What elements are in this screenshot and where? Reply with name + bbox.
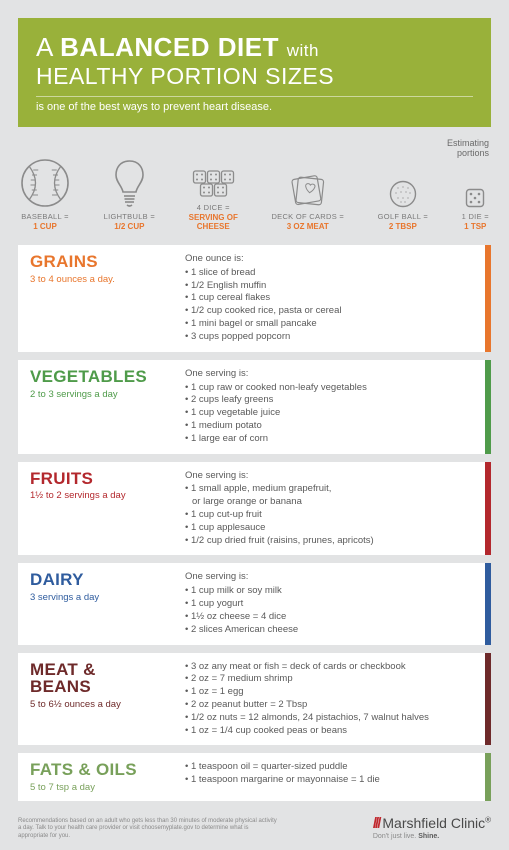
portion-value: 1 CUP	[33, 222, 57, 231]
portion-baseball: BASEBALL = 1 CUP	[20, 156, 70, 231]
footer: Recommendations based on an adult who ge…	[18, 809, 491, 840]
category-accent-bar	[485, 245, 491, 352]
page-root: A BALANCED DIET with HEALTHY PORTION SIZ…	[0, 0, 509, 850]
portion-die: 1 DIE = 1 TSP	[462, 156, 489, 231]
portion-lightbulb: LIGHTBULB = 1/2 CUP	[104, 156, 155, 231]
category-accent-bar	[485, 563, 491, 644]
baseball-icon	[20, 156, 70, 208]
category-sub: 3 to 4 ounces a day.	[30, 274, 177, 285]
category-title: FRUITS	[30, 470, 177, 488]
portion-value: 1 TSP	[464, 222, 486, 231]
title-line2: HEALTHY PORTION SIZES	[36, 63, 473, 97]
category-lead: One serving is:	[185, 368, 367, 381]
list-item: 1 large ear of corn	[185, 433, 367, 446]
estimating-label: Estimating portions	[447, 139, 489, 159]
portion-dice4: 4 DICE = SERVING OF CHEESE	[189, 147, 238, 231]
list-item: 1 teaspoon margarine or mayonnaise = 1 d…	[185, 774, 380, 787]
list-item: 1 teaspoon oil = quarter-sized puddle	[185, 761, 380, 774]
list-item: 1/2 cup cooked rice, pasta or cereal	[185, 305, 341, 318]
category-sub: 5 to 7 tsp a day	[30, 782, 177, 793]
category-sub: 2 to 3 servings a day	[30, 389, 177, 400]
disclaimer: Recommendations based on an adult who ge…	[18, 818, 278, 841]
category-lead: One ounce is:	[185, 253, 341, 266]
list-item: 1 cup milk or soy milk	[185, 585, 298, 598]
list-item: 1 cup applesauce	[185, 522, 374, 535]
list-item: 1 small apple, medium grapefruit,	[185, 483, 374, 496]
portion-label: 4 DICE =	[197, 203, 230, 212]
dice4-icon	[191, 147, 236, 199]
category-accent-bar	[485, 462, 491, 556]
category-fruits: FRUITS 1½ to 2 servings a day One servin…	[18, 462, 491, 556]
portion-guide: Estimating portions BASEBALL = 1 CUP LIG…	[18, 141, 491, 245]
category-dairy: DAIRY 3 servings a day One serving is: 1…	[18, 563, 491, 644]
category-accent-bar	[485, 653, 491, 746]
list-item: 1 cup raw or cooked non-leafy vegetables	[185, 382, 367, 395]
brand-tagline: Don't just live. Shine.	[373, 833, 491, 840]
list-item: 1½ oz cheese = 4 dice	[185, 611, 298, 624]
category-details: 3 oz any meat or fish = deck of cards or…	[185, 661, 429, 738]
category-title: GRAINS	[30, 253, 177, 271]
portion-value: 3 OZ MEAT	[287, 222, 329, 231]
list-item: 1 oz = 1 egg	[185, 686, 429, 699]
category-lead: One serving is:	[185, 571, 298, 584]
category-title: MEAT & BEANS	[30, 661, 177, 697]
category-sub: 1½ to 2 servings a day	[30, 490, 177, 501]
brand-logo-icon: ///	[373, 815, 380, 832]
list-item: 3 cups popped popcorn	[185, 331, 341, 344]
portion-label: LIGHTBULB =	[104, 212, 155, 221]
portion-value: 2 TBSP	[389, 222, 417, 231]
category-meat-beans: MEAT & BEANS 5 to 6½ ounces a day 3 oz a…	[18, 653, 491, 746]
list-item: 1 cup vegetable juice	[185, 407, 367, 420]
list-item: 1 oz = 1/4 cup cooked peas or beans	[185, 725, 429, 738]
category-details: One ounce is: 1 slice of bread1/2 Englis…	[185, 253, 341, 344]
portion-label: 1 DIE =	[462, 212, 489, 221]
portion-value: SERVING OF CHEESE	[189, 213, 238, 231]
list-item: 1/2 English muffin	[185, 280, 341, 293]
portion-value: 1/2 CUP	[114, 222, 144, 231]
category-details: One serving is: 1 cup milk or soy milk1 …	[185, 571, 298, 636]
list-item: 1/2 oz nuts = 12 almonds, 24 pistachios,…	[185, 712, 429, 725]
category-details: One serving is: 1 small apple, medium gr…	[185, 470, 374, 548]
list-item: 1 slice of bread	[185, 267, 341, 280]
category-title: DAIRY	[30, 571, 177, 589]
cards-icon	[286, 156, 330, 208]
portion-label: BASEBALL =	[21, 212, 69, 221]
category-accent-bar	[485, 360, 491, 454]
category-accent-bar	[485, 753, 491, 801]
category-vegetables: VEGETABLES 2 to 3 servings a day One ser…	[18, 360, 491, 454]
list-item: 2 slices American cheese	[185, 624, 298, 637]
lightbulb-icon	[112, 156, 147, 208]
category-details: 1 teaspoon oil = quarter-sized puddle1 t…	[185, 761, 380, 793]
list-item: 1 mini bagel or small pancake	[185, 318, 341, 331]
list-item: 1 medium potato	[185, 420, 367, 433]
brand-block: ///Marshfield Clinic® Don't just live. S…	[373, 815, 491, 840]
list-item: 2 oz = 7 medium shrimp	[185, 673, 429, 686]
brand: ///Marshfield Clinic®	[373, 815, 491, 832]
die-icon	[465, 156, 485, 208]
list-item: or large orange or banana	[185, 496, 374, 509]
list-item: 1 cup cereal flakes	[185, 292, 341, 305]
category-title: VEGETABLES	[30, 368, 177, 386]
category-fats-oils: FATS & OILS 5 to 7 tsp a day 1 teaspoon …	[18, 753, 491, 801]
category-lead: One serving is:	[185, 470, 374, 483]
category-grains: GRAINS 3 to 4 ounces a day. One ounce is…	[18, 245, 491, 352]
portion-label: GOLF BALL =	[378, 212, 428, 221]
golfball-icon	[389, 156, 417, 208]
list-item: 1/2 cup dried fruit (raisins, prunes, ap…	[185, 535, 374, 548]
title-line1: A BALANCED DIET with	[36, 32, 473, 63]
category-sub: 3 servings a day	[30, 592, 177, 603]
category-details: One serving is: 1 cup raw or cooked non-…	[185, 368, 367, 446]
title-sub: is one of the best ways to prevent heart…	[36, 101, 473, 113]
list-item: 1 cup cut-up fruit	[185, 509, 374, 522]
portion-label: DECK OF CARDS =	[271, 212, 344, 221]
list-item: 3 oz any meat or fish = deck of cards or…	[185, 661, 429, 674]
list-item: 2 cups leafy greens	[185, 394, 367, 407]
title-banner: A BALANCED DIET with HEALTHY PORTION SIZ…	[18, 18, 491, 127]
category-sub: 5 to 6½ ounces a day	[30, 699, 177, 710]
portion-golfball: GOLF BALL = 2 TBSP	[378, 156, 428, 231]
list-item: 2 oz peanut butter = 2 Tbsp	[185, 699, 429, 712]
category-title: FATS & OILS	[30, 761, 177, 779]
list-item: 1 cup yogurt	[185, 598, 298, 611]
portion-cards: DECK OF CARDS = 3 OZ MEAT	[271, 156, 344, 231]
